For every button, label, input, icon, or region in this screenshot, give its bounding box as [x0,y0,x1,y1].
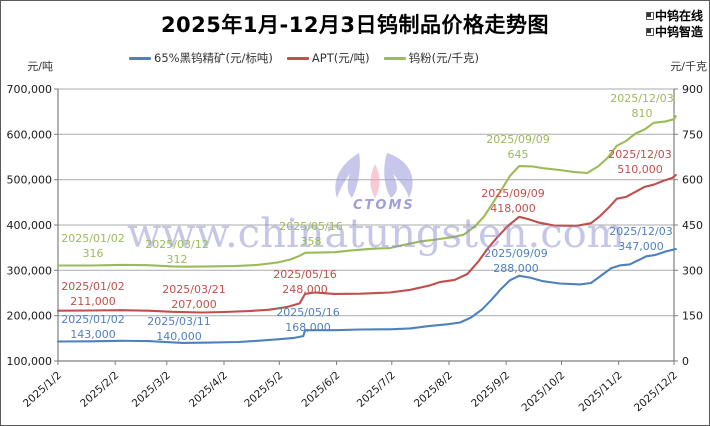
brand-favicon-icon [645,12,654,20]
brand-row: 中钨智造 [645,24,703,40]
brand-label: 中钨在线 [654,9,703,23]
brand-favicon-icon [645,28,654,36]
right-axis-unit: 元/千克 [670,60,707,73]
x-axis-tick-label: 2025/12/2 [632,369,680,414]
right-axis-tick-label: 300 [682,264,703,277]
legend-line-swatch [286,56,309,60]
x-axis-tick-label: 2025/8/2 [412,369,455,409]
series-line-ore [56,247,677,344]
left-axis-tick-label: 500,000 [7,174,53,187]
x-axis-tick-label: 2025/6/2 [299,369,342,409]
right-axis-tick-label: 0 [682,355,689,368]
right-axis-tick-label: 450 [682,219,703,232]
legend-line-swatch [129,56,151,60]
left-axis-tick-label: 600,000 [7,128,53,141]
watermark-url: www.chinatungsten.com [127,211,625,257]
right-axis-tick-label: 900 [682,83,703,96]
brand-box: 中钨在线 中钨智造 [645,8,703,40]
ctoms-logo-label: CTOMS [353,198,415,213]
legend-item-apt: APT(元/吨) [286,50,370,66]
legend-line-swatch [383,56,406,60]
legend-item-powder: 钨粉(元/千克) [383,50,479,66]
left-axis-tick-label: 100,000 [7,355,53,368]
right-axis-tick-label: 150 [682,310,703,323]
x-axis-tick-label: 2025/7/2 [355,369,398,409]
brand-label: 中钨智造 [654,25,703,39]
legend-label: 钨粉(元/千克) [408,51,479,65]
x-axis-tick-label: 2025/2/2 [78,369,121,409]
series-line-powder [56,115,677,268]
x-axis-tick-label: 2025/4/2 [187,369,230,409]
legend-label: APT(元/吨) [311,51,370,65]
page-title: 2025年1月-12月3日钨制品价格走势图 [160,13,550,37]
axes [57,89,675,362]
left-axis-tick-label: 300,000 [7,264,53,277]
brand-row: 中钨在线 [645,8,703,24]
legend: 65%黑钨精矿(元/标吨) APT(元/吨) 钨粉(元/千克) [129,50,479,66]
left-axis-tick-label: 700,000 [7,83,53,96]
left-axis-unit: 元/吨 [27,60,53,73]
x-axis-tick-label: 2025/9/2 [469,369,512,409]
gridlines: 700,000 900 600,000 750 500,000 600 400,000 450… [7,83,704,368]
x-axis-tick-label: 2025/3/2 [130,369,173,409]
x-axis-tick-label: 2025/11/2 [577,369,625,414]
left-axis-tick-label: 200,000 [7,310,53,323]
ctoms-logo-icon [335,153,413,198]
x-axis-tick-label: 2025/10/2 [519,369,567,414]
right-axis-tick-label: 600 [682,174,703,187]
legend-item-ore: 65%黑钨精矿(元/标吨) [129,50,273,66]
series-line-apt [56,174,677,314]
legend-label: 65%黑钨精矿(元/标吨) [154,51,273,65]
x-axis-tick-label: 2025/1/2 [21,369,64,409]
x-axis-labels: 2025/1/2 2025/2/2 2025/3/2 2025/4/2 2025/5/2… [21,361,680,414]
right-axis-tick-label: 750 [682,128,703,141]
left-axis-tick-label: 400,000 [7,219,53,232]
x-axis-tick-label: 2025/5/2 [242,369,285,409]
